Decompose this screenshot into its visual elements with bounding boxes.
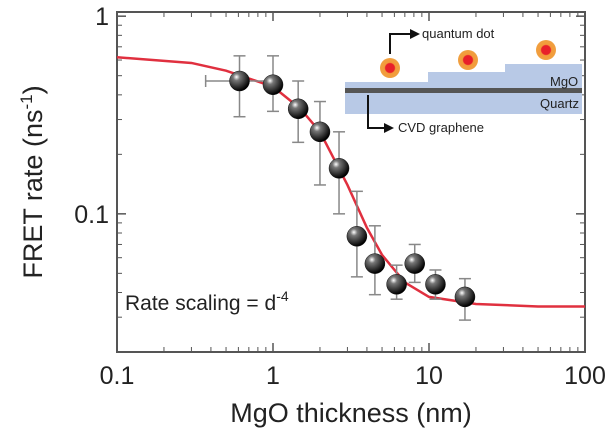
x-tick-label: 1 [266, 362, 280, 390]
y-axis-label-end: ) [18, 85, 48, 94]
arrowhead [384, 123, 394, 133]
y-axis-label: FRET rate (ns-1) [17, 85, 48, 278]
data-point [364, 253, 386, 274]
data-point [229, 70, 250, 92]
data-point [404, 253, 425, 274]
annotation-text: Rate scaling = d [125, 292, 276, 315]
x-tick-label: 100 [564, 362, 606, 390]
inset-label: Quartz [540, 96, 579, 111]
inset: quantum dot MgO Quartz CVD graphene [345, 26, 582, 135]
x-axis-label: MgO thickness (nm) [230, 398, 472, 428]
data-point [262, 74, 284, 95]
quantum-dot [380, 58, 400, 78]
mgo-layer [345, 64, 582, 88]
arrowhead [410, 29, 420, 39]
y-tick-label: 0.1 [74, 201, 109, 229]
annotation-sup: -4 [276, 288, 289, 304]
plot-frame [116, 11, 586, 353]
inset-label: MgO [550, 74, 578, 89]
arrow [389, 33, 410, 54]
data-point [454, 286, 476, 308]
data-point [346, 226, 368, 247]
data-point [309, 121, 331, 143]
graphene-layer [345, 88, 582, 93]
annotation: Rate scaling = d-4 [125, 288, 289, 315]
quantum-dot [536, 40, 556, 60]
x-tick-label: 10 [415, 362, 443, 390]
data-point [287, 98, 309, 120]
quantum-dot [458, 50, 478, 70]
y-axis-label-sup: -1 [17, 94, 36, 109]
data-point [425, 274, 446, 295]
quartz-layer [345, 92, 582, 114]
data-point [386, 274, 407, 295]
arrow [367, 95, 384, 129]
inset-label: quantum dot [422, 26, 495, 41]
inset-label: CVD graphene [398, 120, 484, 135]
data-point [328, 158, 350, 179]
y-tick-label: 1 [95, 3, 109, 31]
x-tick-label: 0.1 [100, 362, 135, 390]
y-axis-label-text: FRET rate (ns [18, 110, 48, 279]
